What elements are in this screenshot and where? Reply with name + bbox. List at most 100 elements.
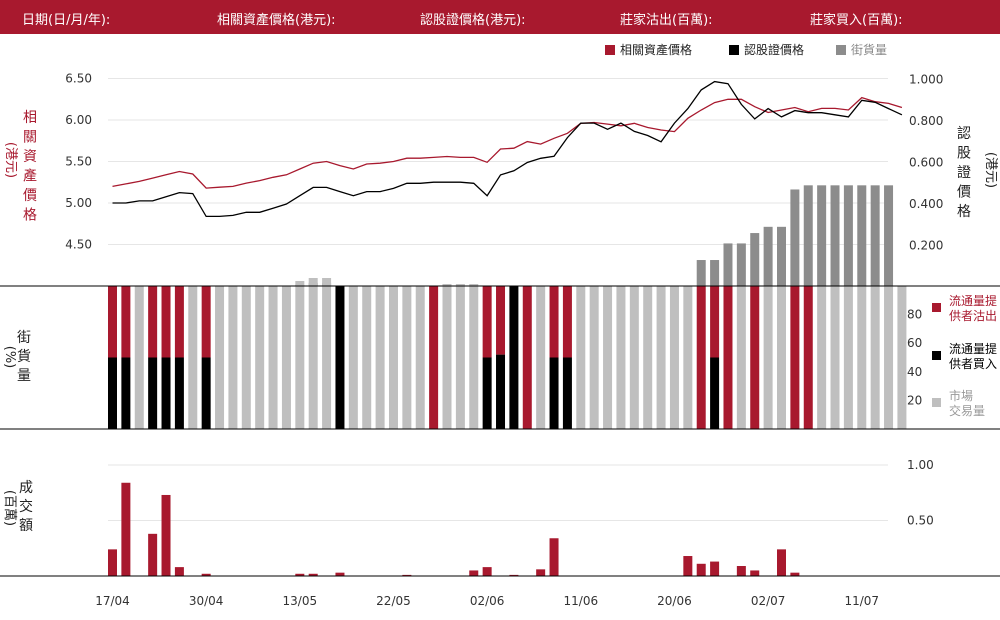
lp-buy-bar <box>509 286 519 429</box>
left-axis-title-char: 資 <box>23 149 37 165</box>
lp-buy-bar <box>108 357 117 429</box>
legend-swatch-warrant <box>729 45 739 55</box>
left-axis-title-char: 格 <box>23 208 37 224</box>
legend-market-2: 交易量 <box>949 403 985 418</box>
legend-swatch-street <box>836 45 846 55</box>
legend-swatch-lp-sell <box>932 303 941 312</box>
lp-sell-bar <box>750 286 760 429</box>
lp-sell-bar <box>429 286 439 429</box>
legend-swatch-market <box>932 398 941 407</box>
turnover-axis-title-char: 交 <box>19 498 33 515</box>
lp-sell-bar <box>723 286 733 429</box>
right-axis-title-char: 證 <box>957 164 971 181</box>
left-axis-title-char: 關 <box>23 130 37 146</box>
percent-tick-label: 40 <box>907 365 922 379</box>
turnover-bar <box>750 570 760 576</box>
x-tick-label: 11/06 <box>564 594 599 608</box>
left-axis-title-char: 價 <box>23 187 37 204</box>
market-volume-bar <box>255 286 265 429</box>
market-volume-bar <box>442 284 452 429</box>
underlying-price-label: 相關資產價格(港元): <box>217 13 336 28</box>
lp-sell-bar <box>710 286 720 358</box>
legend-lp-sell-1: 流通量提 <box>949 293 997 308</box>
lp-sell-bar <box>496 286 506 355</box>
right-axis-title-char: 格 <box>957 204 971 220</box>
axis-titles: 相關資產價格 (港元) 認股證價格 (港元) 街貨量(%) 成交額(百萬) <box>2 110 998 534</box>
market-volume-bar <box>576 286 586 429</box>
street-volume-bar <box>777 226 786 286</box>
turnover-bar <box>161 494 171 576</box>
price-legend: 相關資產價格 認股證價格 街貨量 <box>605 42 887 57</box>
market-volume-bar <box>857 286 867 429</box>
legend-lp-buy-2: 供者買入 <box>949 357 997 371</box>
market-volume-bar <box>375 286 385 429</box>
market-volume-bar <box>215 286 225 429</box>
market-volume-bar <box>134 286 144 429</box>
lp-sell-bar <box>549 286 559 358</box>
legend-warrant: 認股證價格 <box>744 42 804 57</box>
market-volume-bar <box>348 286 358 429</box>
lp-sell-bar <box>696 286 706 429</box>
market-volume-bar <box>870 286 880 429</box>
turnover-bar <box>710 561 720 576</box>
x-tick-label: 02/07 <box>751 594 786 608</box>
turnover-bar <box>308 573 318 576</box>
lp-sell-bar <box>121 286 131 358</box>
lp-buy-bar <box>161 357 171 429</box>
legend-swatch-underlying <box>605 45 615 55</box>
percent-axis-title-char: 街 <box>17 330 31 346</box>
percent-tick-label: 20 <box>907 393 922 407</box>
market-volume-bar <box>402 286 412 429</box>
street-volume-bar <box>723 243 733 286</box>
market-volume-bar <box>817 286 827 429</box>
lp-buy-bar <box>562 357 572 429</box>
market-volume-bar <box>884 286 894 429</box>
turnover-bar <box>509 574 519 576</box>
x-tick-label: 30/04 <box>189 594 224 608</box>
x-tick-label: 11/07 <box>844 594 879 608</box>
right-tick-label: 0.400 <box>909 197 943 211</box>
street-volume-bar <box>803 185 813 286</box>
turnover-bar <box>683 556 693 576</box>
lp-sell-bar <box>161 286 171 358</box>
x-tick-label: 13/05 <box>283 594 318 608</box>
street-volume-bar <box>817 185 827 286</box>
turnover-bar <box>536 569 546 576</box>
turnover-bar <box>549 538 559 576</box>
street-volume-bar <box>750 233 760 286</box>
lp-sell-bar <box>522 286 532 429</box>
market-volume-bar <box>362 286 372 429</box>
turnover-axis-title-char: 額 <box>19 518 33 534</box>
market-volume-bar <box>188 286 198 429</box>
street-volume-bar <box>884 185 894 286</box>
left-axis-title-char: 產 <box>23 168 37 185</box>
left-tick-label: 5.00 <box>65 196 92 210</box>
market-volume-bar <box>536 286 546 429</box>
market-volume-bar <box>469 284 479 429</box>
date-label: 日期(日/月/年): <box>22 13 111 28</box>
turnover-tick-label: 1.00 <box>907 458 934 472</box>
legend-underlying: 相關資產價格 <box>620 42 692 57</box>
turnover-bar <box>174 567 184 576</box>
lp-buy-bar <box>148 357 158 429</box>
right-axis-title-char: 股 <box>957 146 971 162</box>
maker-buy-label: 莊家買入(百萬): <box>810 13 903 28</box>
left-axis-title-char: 相 <box>23 110 37 126</box>
left-tick-label: 6.00 <box>65 113 92 127</box>
right-axis-unit: (港元) <box>983 152 998 188</box>
maker-sell-label: 莊家沽出(百萬): <box>620 13 713 28</box>
market-volume-bar <box>669 286 679 429</box>
percent-tick-label: 60 <box>907 336 922 350</box>
legend-swatch-lp-buy <box>932 351 941 360</box>
street-volume-bar <box>843 185 853 286</box>
market-volume-bar <box>388 286 398 429</box>
market-volume-bar <box>603 286 613 429</box>
market-volume-bar <box>897 286 907 429</box>
lp-buy-bar <box>482 357 492 429</box>
percent-axis-title-char: 貨 <box>17 348 31 365</box>
market-volume-bar <box>843 286 853 429</box>
percent-legend: 流通量提 供者沽出 流通量提 供者買入 市場 交易量 <box>932 293 997 418</box>
lp-buy-bar <box>335 286 345 429</box>
right-tick-label: 0.200 <box>909 239 943 253</box>
lp-sell-bar <box>174 286 184 358</box>
